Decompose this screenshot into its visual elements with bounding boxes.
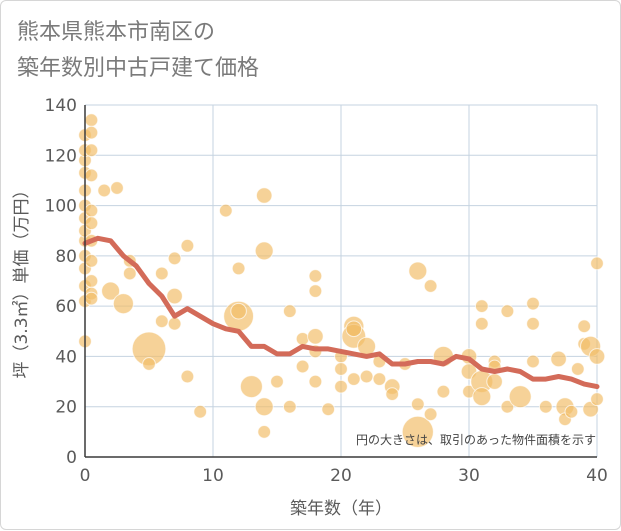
bubble-point	[84, 125, 99, 140]
average-line-path	[82, 235, 600, 390]
bubble-point	[110, 181, 124, 195]
bubble-point	[308, 374, 323, 389]
y-tick-label: 100	[45, 197, 77, 217]
bubble-point	[538, 399, 553, 414]
bubble-point	[526, 354, 540, 369]
bubble-point	[295, 331, 310, 346]
y-tick-label: 80	[55, 247, 77, 267]
bubble-point	[166, 287, 183, 305]
bubble-point	[423, 407, 438, 422]
y-tick-label: 60	[55, 297, 77, 317]
bubble-point	[167, 251, 182, 266]
bubble-point	[230, 302, 247, 320]
x-tick-label: 10	[202, 466, 224, 486]
bubble-point	[570, 362, 585, 376]
bubble-point	[550, 350, 567, 368]
tick-labels: 0 10 20 30 40 0 20 40 60 80 100 120 140	[45, 96, 608, 486]
bubble-point	[84, 113, 99, 127]
bubble-point	[84, 168, 99, 183]
bubble-point	[180, 238, 195, 253]
y-tick-label: 0	[66, 448, 77, 468]
bubble-point	[334, 379, 348, 394]
y-tick-label: 120	[45, 146, 77, 166]
y-axis-label: 坪（3.3㎡）単価（万円）	[12, 181, 32, 378]
bubble-point	[142, 357, 156, 371]
transaction-bubbles	[78, 113, 606, 448]
bubble-point	[334, 362, 348, 376]
bubble-point	[472, 387, 492, 407]
bubble-point	[508, 385, 532, 409]
title-line-2: 築年数別中古戸建て価格	[17, 56, 260, 81]
bubble-size-note: 円の大きさは、取引のあった物件面積を示す	[356, 432, 596, 447]
bubble-point	[526, 316, 540, 331]
bubble-point	[254, 241, 274, 261]
bubble-point	[84, 216, 99, 231]
x-tick-label: 20	[330, 466, 352, 486]
x-tick-label: 30	[458, 466, 480, 486]
bubble-point	[112, 293, 134, 315]
bubble-point	[564, 404, 579, 419]
bubble-point	[239, 375, 263, 399]
bubble-point	[282, 304, 297, 319]
bubble-point	[474, 299, 489, 314]
bubble-point	[84, 254, 99, 268]
bubble-point	[345, 320, 363, 338]
x-tick-label: 40	[586, 466, 608, 486]
bubble-point	[295, 359, 310, 374]
bubble-point	[101, 281, 121, 301]
title-line-1: 熊本県熊本市南区の	[17, 20, 216, 45]
bubble-point	[167, 316, 182, 331]
bubble-point	[180, 369, 195, 384]
bubble-point	[401, 415, 434, 448]
average-price-line	[82, 235, 600, 390]
bubble-point	[97, 183, 112, 198]
bubble-point	[282, 399, 297, 414]
bubble-point	[385, 387, 400, 402]
bubble-point	[84, 203, 99, 218]
bubble-point	[500, 304, 515, 319]
bubble-point	[255, 187, 273, 204]
bubble-point	[154, 266, 169, 281]
bubble-point	[231, 261, 246, 276]
bubble-point	[577, 319, 592, 334]
bubble-point	[122, 266, 137, 281]
bubble-point	[321, 402, 336, 417]
bubble-point	[590, 256, 604, 271]
axes	[84, 105, 597, 458]
bubble-point	[346, 372, 361, 386]
y-tick-label: 140	[45, 96, 77, 116]
bubble-point	[500, 399, 515, 414]
y-tick-label: 40	[55, 347, 77, 367]
bubble-point	[526, 296, 540, 311]
bubble-point	[84, 291, 99, 306]
x-axis-label: 築年数（年）	[290, 499, 392, 519]
bubble-point	[218, 203, 233, 218]
bubble-point	[423, 279, 438, 293]
bubble-point	[154, 314, 169, 329]
bubble-point	[308, 269, 323, 283]
bubble-point	[486, 373, 503, 390]
bubble-point	[257, 424, 272, 439]
bubble-point	[84, 274, 99, 288]
bubble-point	[308, 284, 323, 298]
bubble-point	[410, 397, 425, 412]
bubble-point	[193, 404, 208, 419]
y-tick-label: 20	[55, 398, 77, 418]
x-tick-label: 0	[80, 466, 91, 486]
bubble-point	[359, 369, 374, 384]
bubble-point	[372, 372, 387, 386]
bubble-point	[307, 328, 324, 345]
bubble-point	[254, 397, 274, 417]
bubble-point	[408, 261, 428, 281]
bubble-point	[588, 348, 606, 365]
bubble-point	[590, 392, 604, 407]
bubble-point	[270, 374, 284, 389]
chart-title: 熊本県熊本市南区の 築年数別中古戸建て価格	[17, 15, 259, 87]
bubble-point	[474, 316, 489, 331]
bubble-point	[84, 143, 99, 158]
bubble-point	[436, 384, 451, 399]
